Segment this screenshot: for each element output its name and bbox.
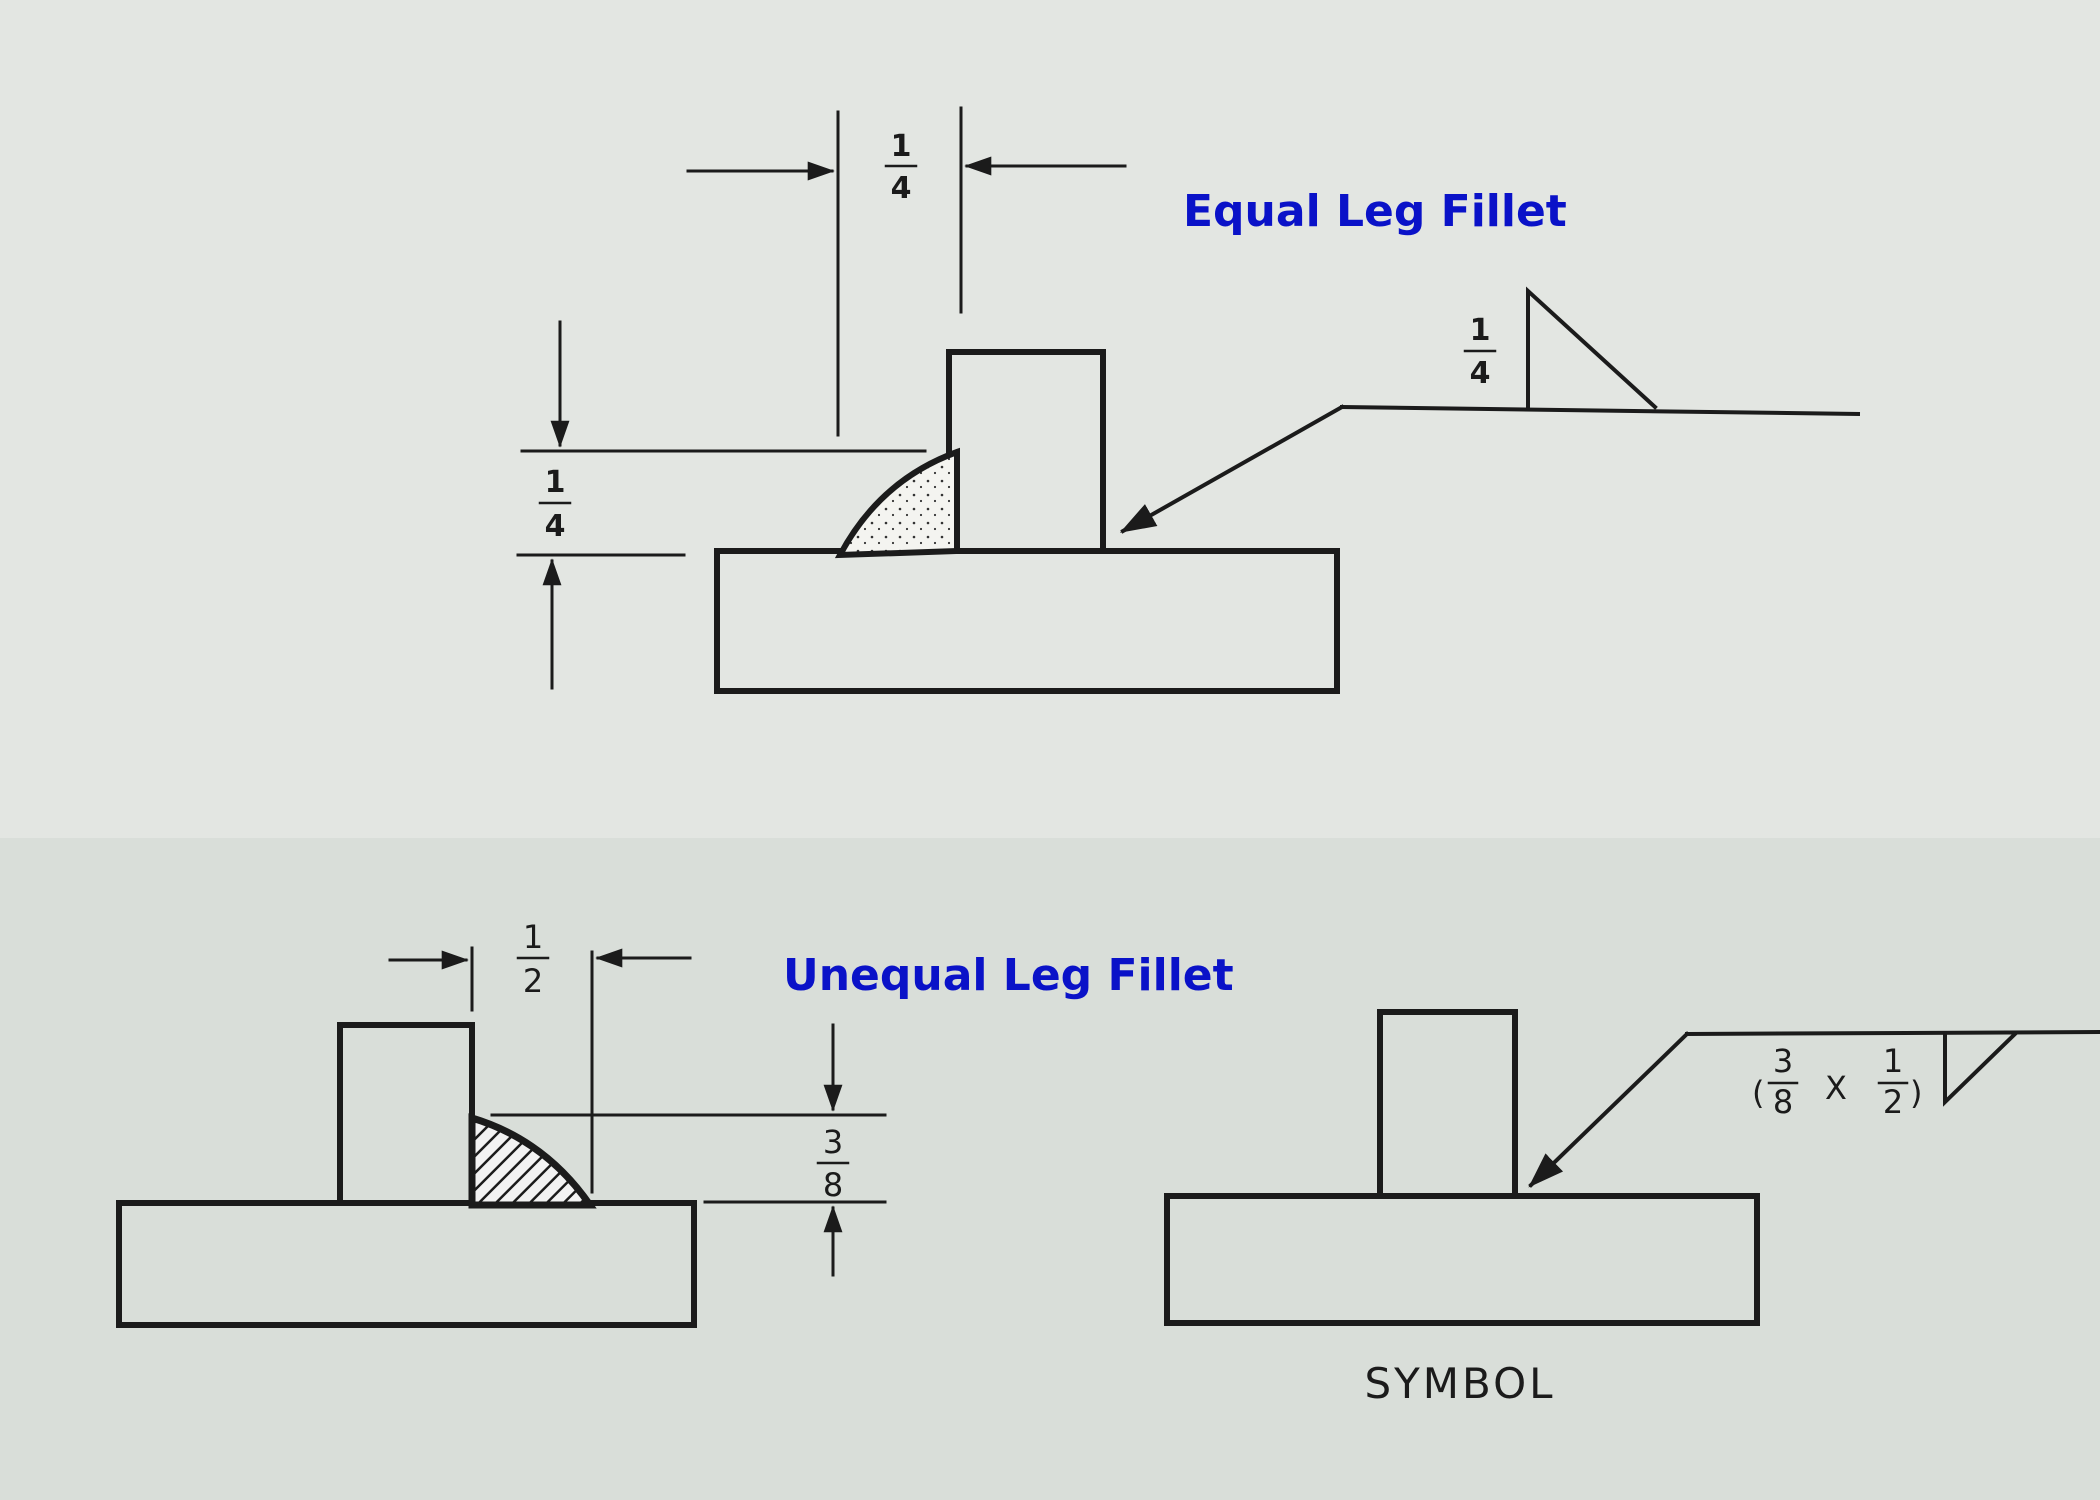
top-title: Equal Leg Fillet	[1183, 186, 1567, 237]
symbol-vertical-member	[1377, 1009, 1518, 1199]
top-fillet-weld	[834, 447, 960, 559]
bottom-v-dim-den: 8	[823, 1166, 843, 1204]
symbol-b-num: 1	[1883, 1042, 1903, 1080]
bottom-reference-line	[1684, 1029, 2100, 1037]
bottom-panel-background	[0, 838, 2100, 1500]
bottom-h-dim-fraction: 1 2	[516, 918, 550, 1000]
symbol-a-num: 3	[1773, 1042, 1793, 1080]
top-welding-symbol: 1 4	[1119, 286, 1861, 534]
top-symbol-num: 1	[1470, 313, 1491, 348]
top-v-dim-fraction: 1 4	[538, 465, 572, 544]
top-panel-background	[0, 0, 2100, 838]
bottom-arrow-line	[1528, 1031, 1690, 1188]
symbol-paren-open: (	[1752, 1074, 1764, 1112]
bottom-title: Unequal Leg Fillet	[783, 950, 1234, 1001]
bottom-v-dim-num: 3	[823, 1123, 843, 1161]
symbol-times: X	[1825, 1069, 1847, 1107]
bottom-v-dim-fraction: 3 8	[816, 1123, 850, 1204]
top-fillet-symbol	[1526, 286, 1658, 410]
bottom-welding-symbol: ( 3 8 X 1 2 )	[1528, 1029, 2100, 1188]
bottom-vertical-member	[337, 1022, 475, 1206]
top-reference-line	[1339, 404, 1861, 417]
top-v-dim-num: 1	[545, 465, 566, 500]
top-h-dim-den: 4	[891, 171, 912, 206]
symbol-paren-close: )	[1910, 1074, 1922, 1112]
symbol-a-den: 8	[1773, 1083, 1793, 1121]
bottom-fillet-symbol	[1943, 1031, 2018, 1107]
top-symbol-den: 4	[1470, 356, 1491, 391]
bottom-fillet-weld	[468, 1113, 597, 1209]
bottom-h-dim-num: 1	[523, 918, 543, 956]
top-h-dim-fraction: 1 4	[884, 129, 918, 206]
symbol-b-den: 2	[1883, 1083, 1903, 1121]
top-panel: Equal Leg Fillet 1 4 1 4	[516, 106, 1861, 694]
top-vertical-member	[946, 349, 1106, 554]
symbol-label: SYMBOL	[1364, 1359, 1555, 1408]
top-arrow-line	[1119, 404, 1345, 534]
bottom-h-dim-den: 2	[523, 962, 543, 1000]
top-v-dim-den: 4	[545, 509, 566, 544]
bottom-panel: Unequal Leg Fillet 1 2 3 8	[116, 918, 2100, 1408]
top-h-dim-num: 1	[891, 129, 912, 164]
